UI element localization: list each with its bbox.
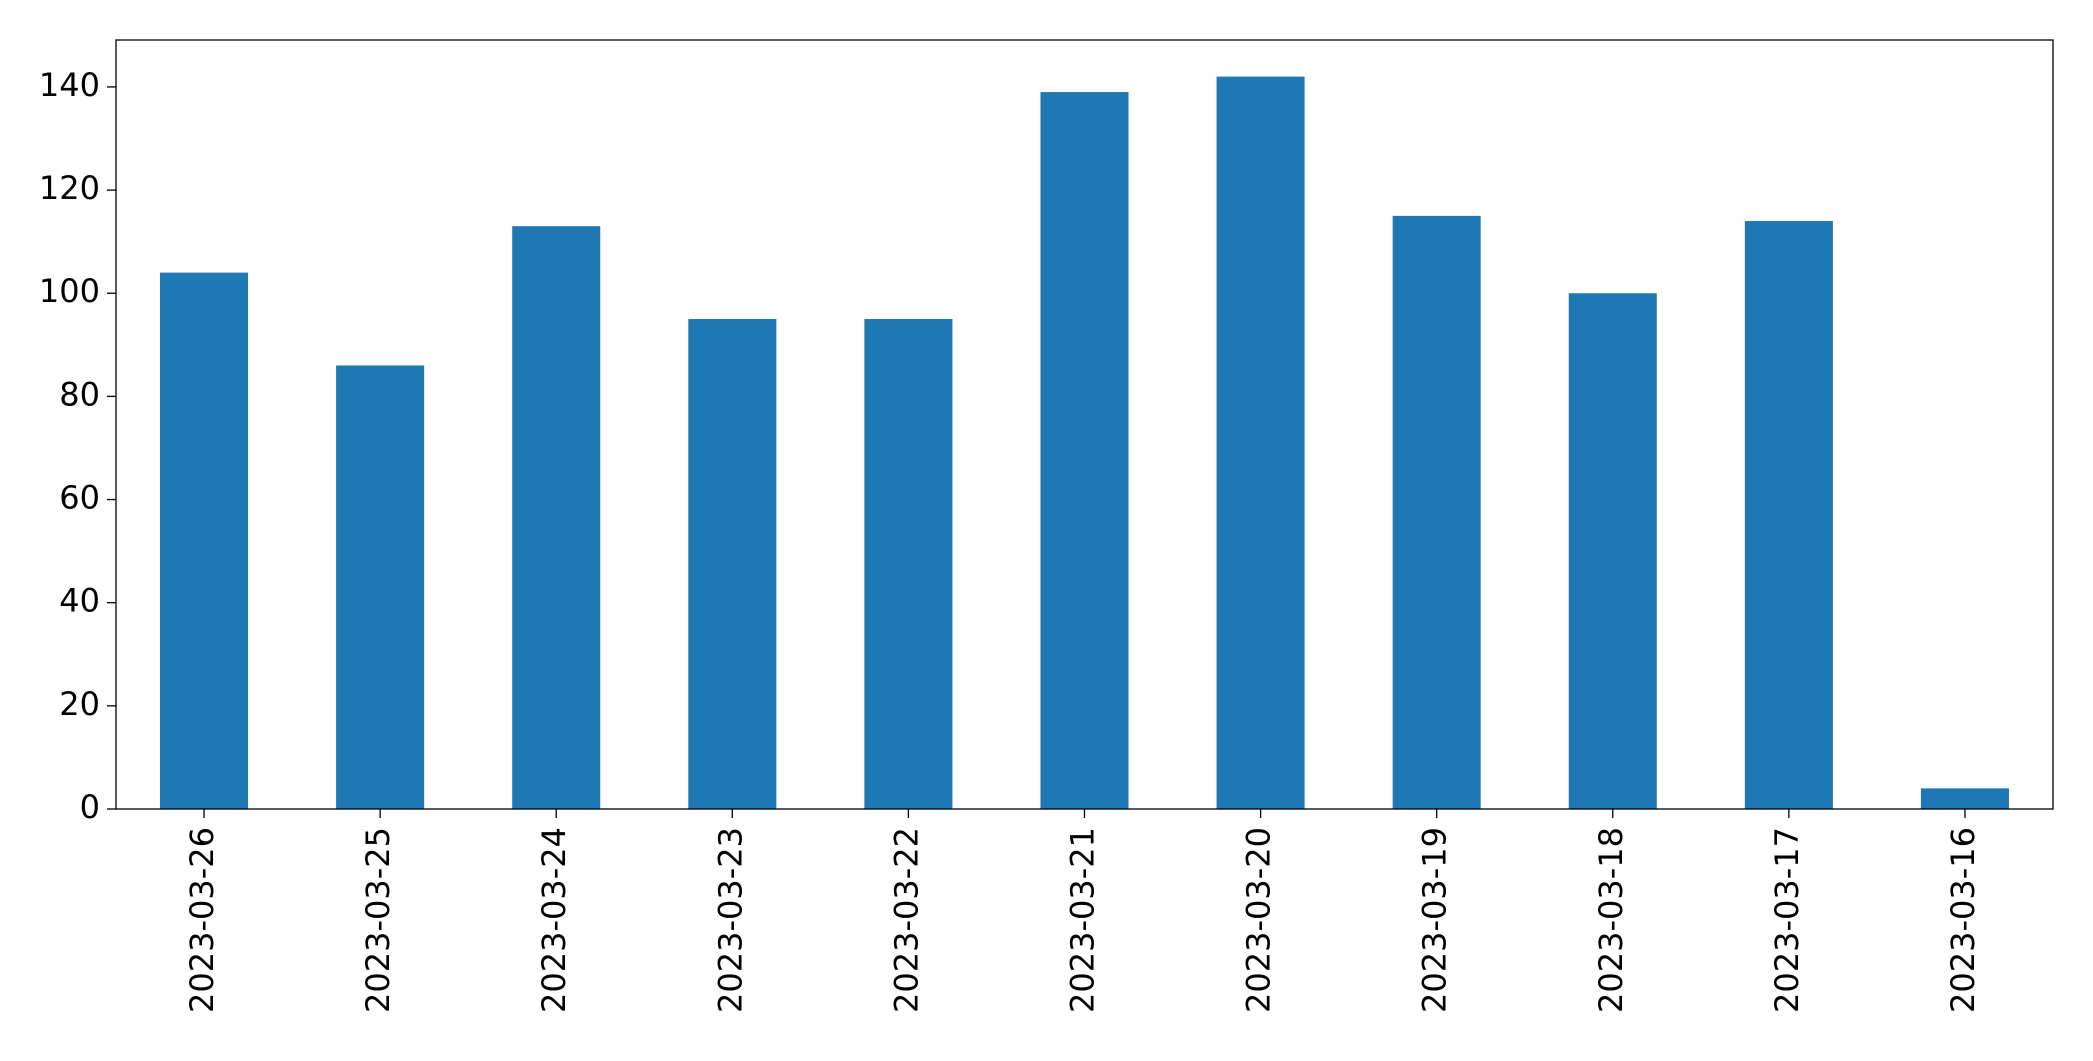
y-tick-label: 0 bbox=[80, 788, 100, 826]
bar bbox=[1216, 76, 1305, 810]
x-tick-label: 2023-03-18 bbox=[1592, 827, 1630, 1013]
bar bbox=[1920, 788, 2009, 809]
x-tick-label: 2023-03-20 bbox=[1240, 827, 1278, 1013]
plot-frame bbox=[115, 39, 2054, 810]
bar bbox=[1040, 92, 1129, 810]
y-tick-label: 140 bbox=[39, 66, 100, 104]
bar bbox=[688, 319, 777, 809]
bar bbox=[336, 365, 425, 809]
x-tick-label: 2023-03-19 bbox=[1416, 827, 1454, 1013]
y-tick-label: 40 bbox=[59, 582, 100, 620]
bar bbox=[864, 319, 953, 809]
y-tick-label: 120 bbox=[39, 169, 100, 207]
y-tick-label: 20 bbox=[59, 685, 100, 723]
y-tick-label: 80 bbox=[59, 375, 100, 413]
bar bbox=[1392, 215, 1481, 810]
x-tick-label: 2023-03-25 bbox=[359, 827, 397, 1013]
x-tick-label: 2023-03-21 bbox=[1064, 827, 1102, 1013]
y-tick-label: 100 bbox=[39, 272, 100, 310]
x-tick-label: 2023-03-17 bbox=[1768, 827, 1806, 1013]
x-tick-label: 2023-03-16 bbox=[1944, 827, 1982, 1013]
x-tick-label: 2023-03-23 bbox=[711, 827, 749, 1013]
x-tick-label: 2023-03-24 bbox=[535, 827, 573, 1013]
bar bbox=[160, 272, 249, 810]
x-tick-label: 2023-03-22 bbox=[887, 827, 925, 1013]
bar bbox=[1744, 221, 1833, 809]
bar bbox=[1568, 293, 1657, 809]
bar bbox=[512, 226, 601, 809]
x-tick-label: 2023-03-26 bbox=[183, 827, 221, 1013]
y-tick-label: 60 bbox=[59, 479, 100, 517]
